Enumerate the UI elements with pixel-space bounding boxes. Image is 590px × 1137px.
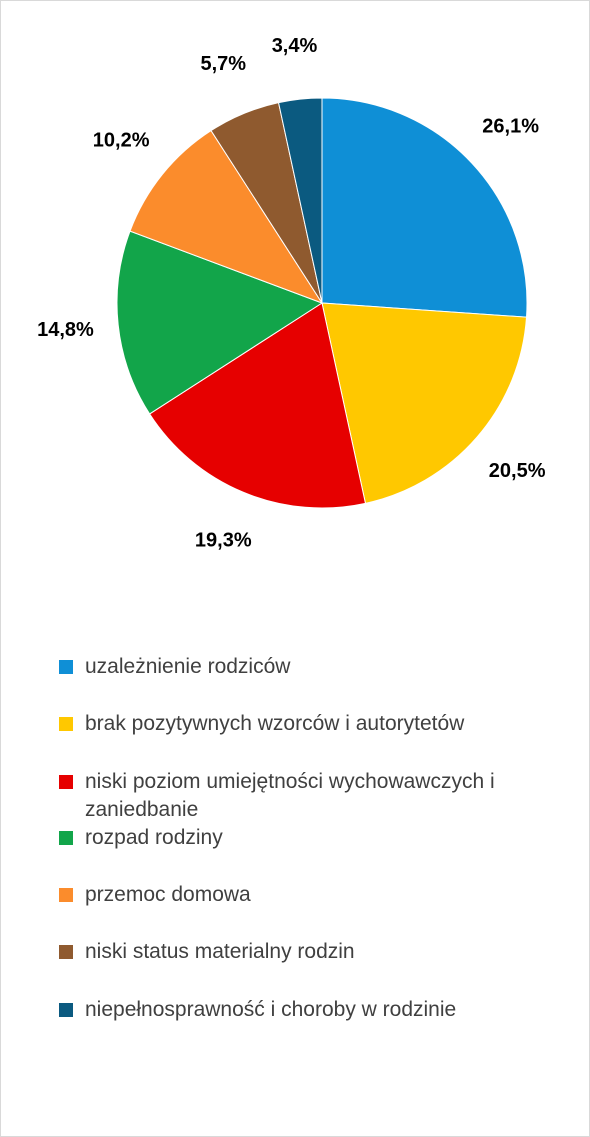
pie-area: 26,1% 20,5% 19,3% 14,8% 10,2% 5,7% 3,4% bbox=[37, 35, 546, 552]
data-label: 3,4% bbox=[272, 35, 318, 57]
legend-swatch bbox=[59, 945, 73, 959]
legend-label: uzależnienie rodziców bbox=[85, 655, 291, 678]
pie-slice bbox=[277, 97, 323, 304]
legend-label: brak pozytywnych wzorców i autorytetów bbox=[85, 712, 465, 735]
legend-swatch bbox=[59, 888, 73, 902]
legend-item: uzależnienie rodziców bbox=[59, 653, 539, 681]
legend-item: brak pozytywnych wzorców i autorytetów bbox=[59, 710, 539, 738]
legend-swatch bbox=[59, 1003, 73, 1017]
legend-label: niepełnosprawność i choroby w rodzinie bbox=[85, 998, 457, 1021]
pie-slice bbox=[116, 230, 324, 415]
data-label: 19,3% bbox=[195, 530, 252, 552]
pie-slice bbox=[148, 302, 367, 509]
data-label: 10,2% bbox=[93, 129, 150, 151]
legend-swatch bbox=[59, 775, 73, 789]
legend-swatch bbox=[59, 717, 73, 731]
legend-item: niepełnosprawność i choroby w rodzinie bbox=[59, 996, 539, 1024]
legend-label: rozpad rodziny bbox=[85, 826, 223, 849]
pie-slice bbox=[129, 129, 324, 304]
data-label: 26,1% bbox=[482, 115, 539, 137]
legend-swatch bbox=[59, 660, 73, 674]
pie-slice bbox=[321, 302, 528, 504]
legend-swatch bbox=[59, 831, 73, 845]
legend-label: przemoc domowa bbox=[85, 883, 251, 906]
legend-item: przemoc domowa bbox=[59, 881, 539, 909]
data-label: 5,7% bbox=[200, 53, 246, 75]
data-label: 20,5% bbox=[489, 460, 546, 482]
data-label: 14,8% bbox=[37, 319, 94, 341]
pie-slice bbox=[321, 97, 528, 318]
legend-label: niski poziom umiejętności wychowawczych … bbox=[85, 770, 495, 821]
legend-label: niski status materialny rodzin bbox=[85, 940, 355, 963]
legend-item: niski poziom umiejętności wychowawczych … bbox=[59, 768, 539, 824]
legend-item: rozpad rodziny bbox=[59, 824, 539, 852]
legend-item: niski status materialny rodzin bbox=[59, 938, 539, 966]
